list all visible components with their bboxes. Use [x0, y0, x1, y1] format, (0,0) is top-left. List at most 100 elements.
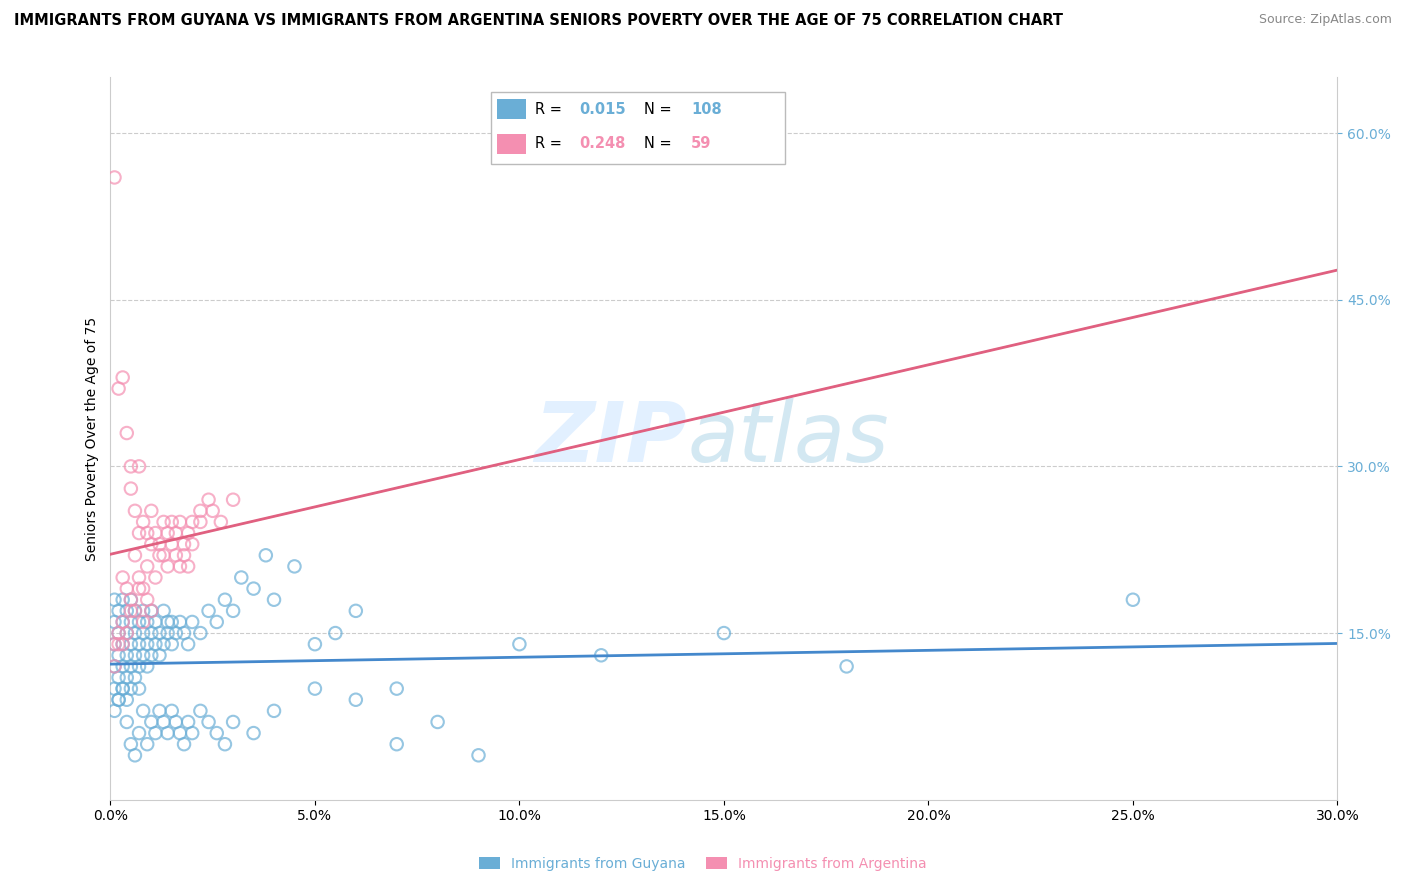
Point — [115, 604, 138, 618]
Point — [263, 704, 285, 718]
Point — [111, 615, 134, 629]
Point — [145, 615, 167, 629]
Point — [1122, 592, 1144, 607]
Point — [214, 592, 236, 607]
Point — [124, 648, 146, 663]
Point — [190, 704, 212, 718]
Point — [304, 681, 326, 696]
Y-axis label: Seniors Poverty Over the Age of 75: Seniors Poverty Over the Age of 75 — [86, 317, 100, 561]
Point — [103, 170, 125, 185]
Point — [120, 615, 142, 629]
Point — [209, 515, 232, 529]
Point — [107, 692, 129, 706]
Point — [467, 748, 489, 763]
Point — [152, 714, 174, 729]
Point — [173, 737, 195, 751]
Point — [169, 726, 191, 740]
Point — [222, 492, 245, 507]
Point — [128, 570, 150, 584]
Point — [128, 615, 150, 629]
Point — [160, 615, 183, 629]
Point — [173, 537, 195, 551]
Point — [835, 659, 858, 673]
Point — [103, 592, 125, 607]
Point — [325, 626, 347, 640]
Point — [177, 526, 200, 541]
Point — [165, 526, 187, 541]
Point — [165, 626, 187, 640]
Point — [156, 626, 179, 640]
Point — [385, 737, 408, 751]
Point — [165, 549, 187, 563]
Point — [103, 659, 125, 673]
Text: IMMIGRANTS FROM GUYANA VS IMMIGRANTS FROM ARGENTINA SENIORS POVERTY OVER THE AGE: IMMIGRANTS FROM GUYANA VS IMMIGRANTS FRO… — [14, 13, 1063, 29]
Point — [152, 549, 174, 563]
Point — [115, 582, 138, 596]
Point — [132, 704, 155, 718]
Point — [103, 659, 125, 673]
Point — [713, 626, 735, 640]
Point — [124, 504, 146, 518]
Point — [141, 714, 163, 729]
Point — [197, 604, 219, 618]
Point — [145, 526, 167, 541]
Point — [115, 671, 138, 685]
Point — [124, 604, 146, 618]
Point — [231, 570, 253, 584]
Point — [128, 459, 150, 474]
Point — [385, 681, 408, 696]
Point — [103, 681, 125, 696]
Point — [132, 648, 155, 663]
Point — [214, 737, 236, 751]
Point — [136, 526, 159, 541]
Point — [120, 681, 142, 696]
Point — [141, 537, 163, 551]
Point — [145, 726, 167, 740]
Point — [160, 637, 183, 651]
Point — [177, 559, 200, 574]
Point — [181, 615, 204, 629]
Point — [141, 604, 163, 618]
Point — [115, 626, 138, 640]
Point — [107, 604, 129, 618]
Point — [103, 637, 125, 651]
Point — [103, 637, 125, 651]
Point — [156, 559, 179, 574]
Point — [124, 604, 146, 618]
Point — [197, 714, 219, 729]
Point — [177, 714, 200, 729]
Point — [128, 526, 150, 541]
Point — [169, 559, 191, 574]
Point — [152, 637, 174, 651]
Point — [254, 549, 277, 563]
Point — [132, 515, 155, 529]
Point — [107, 382, 129, 396]
Point — [160, 515, 183, 529]
Point — [111, 681, 134, 696]
Point — [169, 615, 191, 629]
Point — [111, 659, 134, 673]
Point — [107, 671, 129, 685]
Point — [128, 659, 150, 673]
Point — [181, 726, 204, 740]
Point — [128, 726, 150, 740]
Point — [124, 549, 146, 563]
Point — [156, 726, 179, 740]
Point — [111, 592, 134, 607]
Point — [115, 714, 138, 729]
Point — [103, 704, 125, 718]
Point — [169, 515, 191, 529]
Point — [190, 504, 212, 518]
Point — [181, 537, 204, 551]
Point — [115, 648, 138, 663]
Point — [120, 604, 142, 618]
Point — [120, 637, 142, 651]
Point — [111, 615, 134, 629]
Point — [136, 637, 159, 651]
Point — [148, 537, 170, 551]
Point — [136, 659, 159, 673]
Point — [344, 604, 367, 618]
Point — [156, 615, 179, 629]
Point — [107, 648, 129, 663]
Point — [152, 515, 174, 529]
